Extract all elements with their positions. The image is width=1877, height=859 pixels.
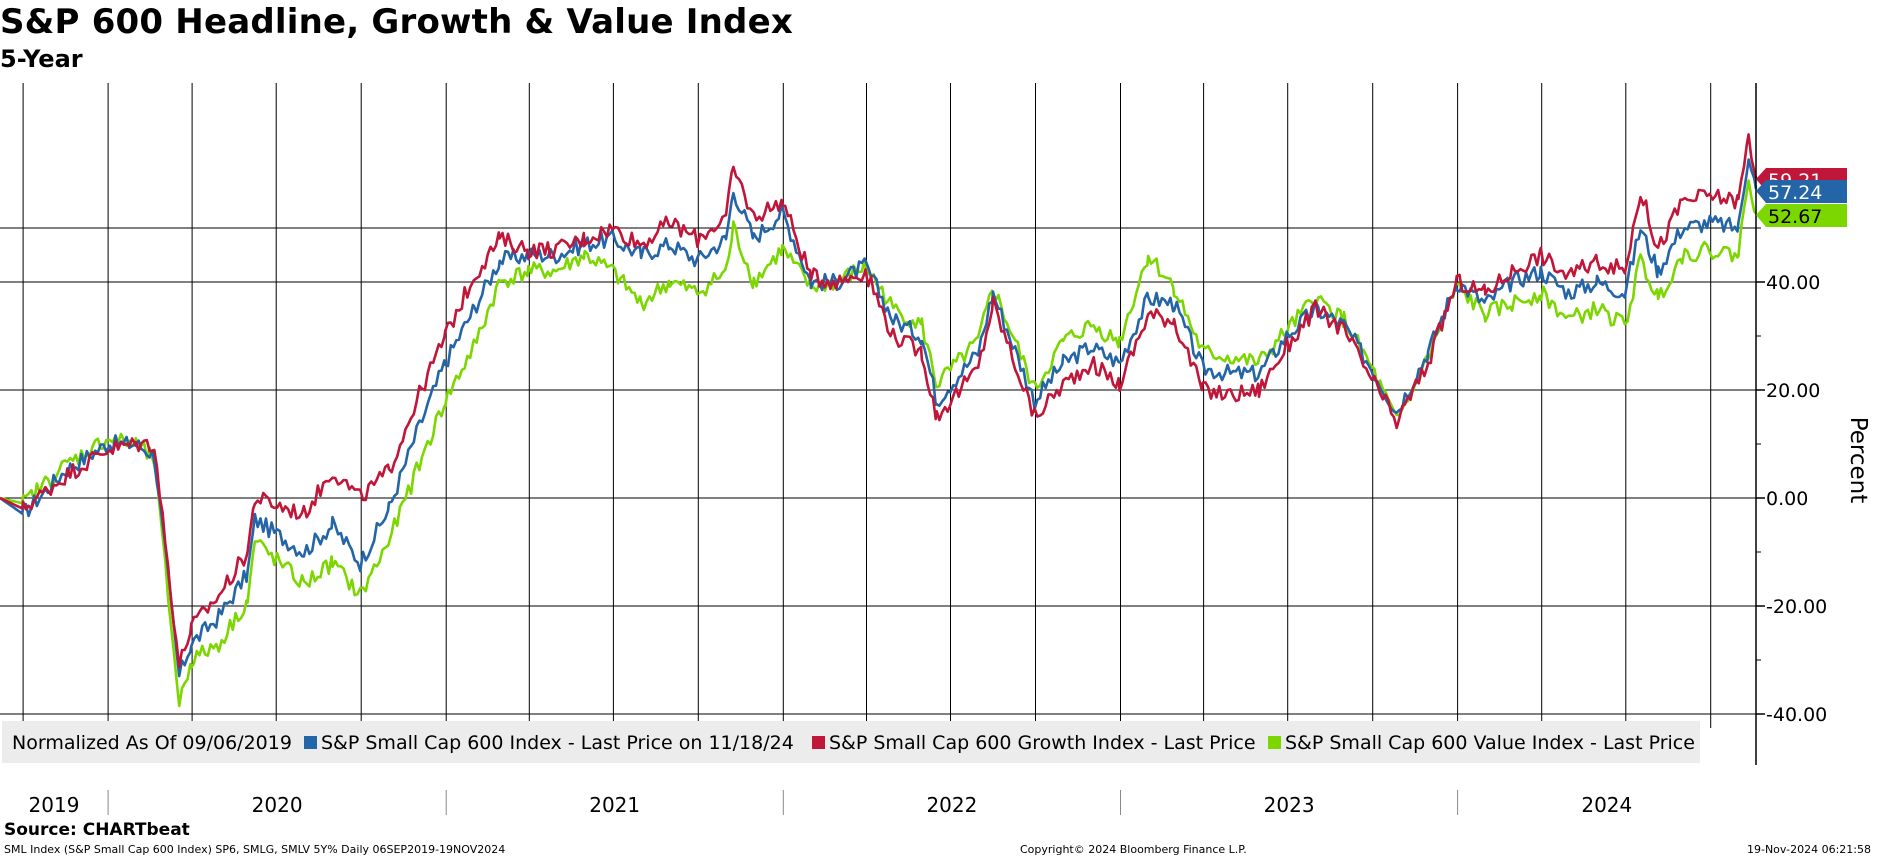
last-value-box-headline — [1756, 180, 1847, 203]
legend-prefix: Normalized As Of 09/06/2019 — [12, 732, 292, 754]
year-label: 2024 — [1581, 793, 1632, 817]
series-line-headline — [0, 158, 1758, 678]
legend-label-growth: S&P Small Cap 600 Growth Index - Last Pr… — [829, 732, 1256, 754]
legend-label-value: S&P Small Cap 600 Value Index - Last Pri… — [1285, 732, 1695, 754]
series-line-growth — [0, 133, 1758, 668]
legend-swatch-headline — [304, 736, 317, 749]
legend-label-headline: S&P Small Cap 600 Index - Last Price on … — [321, 732, 794, 754]
last-value-label-headline: 57.24 — [1768, 182, 1822, 204]
y-tick-label: -40.00 — [1766, 704, 1827, 726]
last-value-label-value: 52.67 — [1768, 206, 1822, 228]
y-tick-label: -20.00 — [1766, 596, 1827, 618]
year-label: 2020 — [252, 793, 303, 817]
footer-source: Source: CHARTbeat — [4, 820, 190, 840]
year-label: 2023 — [1264, 793, 1315, 817]
chart-subtitle: 5-Year — [0, 45, 83, 73]
chart-legend: Normalized As Of 09/06/2019 S&P Small Cap… — [2, 721, 1700, 763]
x-axis-years: 2019 2020 2021 2022 2023 2024 — [29, 790, 1632, 817]
y-axis: -40.00 -20.00 0.00 20.00 40.00 Percent — [1755, 83, 1871, 765]
y-tick-label: 20.00 — [1766, 380, 1820, 402]
legend-background — [2, 721, 1700, 763]
series-line-value — [0, 179, 1758, 708]
chart-title: S&P 600 Headline, Growth & Value Index — [0, 2, 793, 42]
legend-swatch-growth — [812, 736, 825, 749]
y-axis-label: Percent — [1845, 417, 1871, 504]
footer-info: SML Index (S&P Small Cap 600 Index) SP6,… — [4, 843, 506, 856]
last-value-box-value — [1756, 204, 1847, 227]
y-tick-label: 0.00 — [1766, 488, 1808, 510]
footer-timestamp: 19-Nov-2024 06:21:58 — [1746, 843, 1871, 856]
chart-grid — [0, 83, 1756, 728]
chart-series — [0, 133, 1758, 708]
year-label: 2019 — [29, 793, 80, 817]
y-tick-label: 40.00 — [1766, 272, 1820, 294]
legend-swatch-value — [1268, 736, 1281, 749]
year-label: 2021 — [589, 793, 640, 817]
footer-copyright: Copyright© 2024 Bloomberg Finance L.P. — [1020, 843, 1247, 856]
year-label: 2022 — [926, 793, 977, 817]
